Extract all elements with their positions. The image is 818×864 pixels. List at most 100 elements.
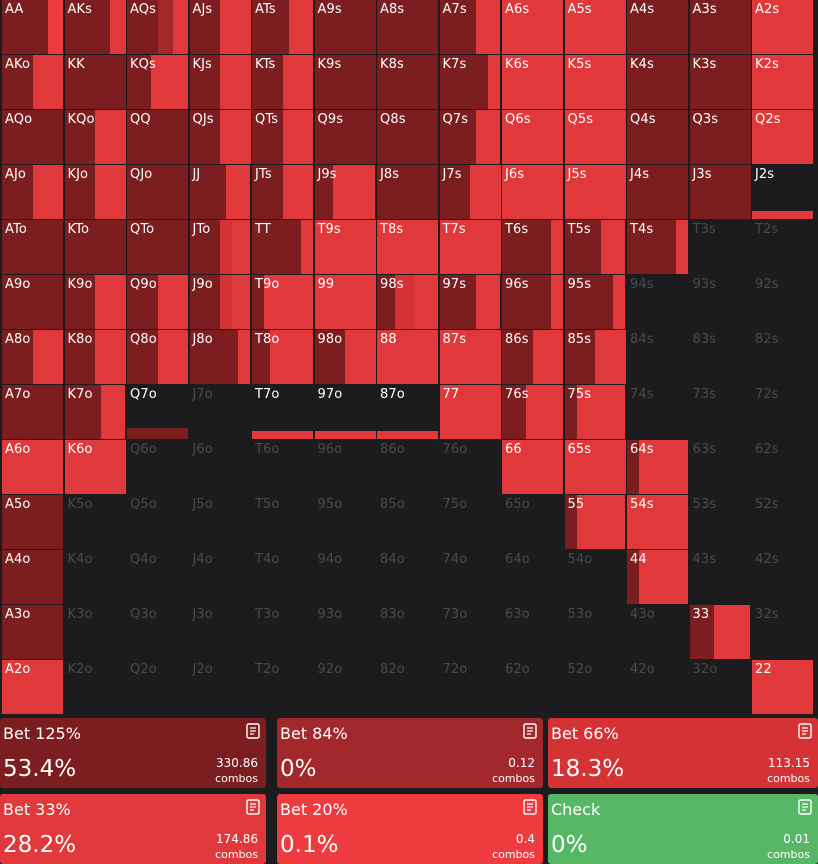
hand-cell-86s[interactable]: 86s (502, 330, 563, 384)
hand-cell-66[interactable]: 66 (502, 440, 563, 494)
hand-cell-T3o[interactable]: T3o (252, 605, 313, 659)
hand-cell-T6o[interactable]: T6o (252, 440, 313, 494)
hand-cell-T6s[interactable]: T6s (502, 220, 563, 274)
hand-cell-TT[interactable]: TT (252, 220, 313, 274)
action-card-bet-20[interactable]: Bet 20% 0.1% 0.4 combos (277, 794, 543, 864)
hand-cell-55[interactable]: 55 (564, 495, 626, 549)
hand-cell-72s[interactable]: 72s (752, 385, 813, 439)
hand-cell-98o[interactable]: 98o (314, 330, 376, 384)
hand-cell-T5s[interactable]: T5s (564, 220, 626, 274)
hand-cell-96o[interactable]: 96o (314, 440, 376, 494)
hand-cell-AJs[interactable]: AJs (189, 0, 251, 54)
hand-cell-T5o[interactable]: T5o (252, 495, 313, 549)
hand-cell-Q9s[interactable]: Q9s (314, 110, 376, 164)
hand-cell-76s[interactable]: 76s (502, 385, 563, 439)
hand-cell-K9s[interactable]: K9s (314, 55, 376, 109)
hand-cell-K3s[interactable]: K3s (689, 55, 751, 109)
hand-cell-43s[interactable]: 43s (689, 550, 751, 604)
hand-cell-42o[interactable]: 42o (627, 660, 688, 714)
hand-cell-93o[interactable]: 93o (314, 605, 376, 659)
hand-cell-KK[interactable]: KK (64, 55, 126, 109)
hand-cell-JTo[interactable]: JTo (189, 220, 251, 274)
hand-cell-K8o[interactable]: K8o (64, 330, 126, 384)
hand-cell-A7s[interactable]: A7s (439, 0, 501, 54)
hand-cell-95o[interactable]: 95o (314, 495, 376, 549)
hand-cell-Q7o[interactable]: Q7o (127, 385, 188, 439)
hand-cell-KTs[interactable]: KTs (252, 55, 313, 109)
hand-cell-A4s[interactable]: A4s (627, 0, 688, 54)
hand-cell-K3o[interactable]: K3o (64, 605, 126, 659)
hand-cell-T2o[interactable]: T2o (252, 660, 313, 714)
hand-cell-96s[interactable]: 96s (502, 275, 563, 329)
hand-cell-Q9o[interactable]: Q9o (127, 275, 188, 329)
hand-cell-A9o[interactable]: A9o (2, 275, 63, 329)
hand-cell-J8s[interactable]: J8s (377, 165, 438, 219)
hand-cell-54s[interactable]: 54s (627, 495, 688, 549)
hand-cell-K6s[interactable]: K6s (502, 55, 563, 109)
hand-cell-AA[interactable]: AA (2, 0, 63, 54)
hand-cell-KJs[interactable]: KJs (189, 55, 251, 109)
hand-cell-Q8s[interactable]: Q8s (377, 110, 438, 164)
hand-cell-97o[interactable]: 97o (314, 385, 376, 439)
hand-cell-62o[interactable]: 62o (502, 660, 563, 714)
hand-cell-43o[interactable]: 43o (627, 605, 688, 659)
hand-cell-93s[interactable]: 93s (689, 275, 751, 329)
hand-cell-K4o[interactable]: K4o (64, 550, 126, 604)
hand-cell-86o[interactable]: 86o (377, 440, 438, 494)
hand-cell-Q4o[interactable]: Q4o (127, 550, 188, 604)
hand-cell-KQs[interactable]: KQs (127, 55, 188, 109)
hand-cell-KJo[interactable]: KJo (64, 165, 126, 219)
hand-cell-A8s[interactable]: A8s (377, 0, 438, 54)
hand-cell-J3s[interactable]: J3s (689, 165, 751, 219)
hand-cell-85s[interactable]: 85s (564, 330, 626, 384)
hand-cell-J8o[interactable]: J8o (189, 330, 251, 384)
hand-cell-65o[interactable]: 65o (502, 495, 563, 549)
hand-cell-QJs[interactable]: QJs (189, 110, 251, 164)
hand-cell-T9o[interactable]: T9o (252, 275, 313, 329)
hand-cell-98s[interactable]: 98s (377, 275, 438, 329)
notes-icon[interactable] (246, 799, 260, 815)
hand-cell-K2s[interactable]: K2s (752, 55, 813, 109)
hand-cell-53o[interactable]: 53o (564, 605, 626, 659)
hand-cell-KTo[interactable]: KTo (64, 220, 126, 274)
hand-cell-A6o[interactable]: A6o (2, 440, 63, 494)
hand-cell-A9s[interactable]: A9s (314, 0, 376, 54)
hand-cell-Q5s[interactable]: Q5s (564, 110, 626, 164)
hand-cell-T3s[interactable]: T3s (689, 220, 751, 274)
hand-cell-82o[interactable]: 82o (377, 660, 438, 714)
hand-cell-87s[interactable]: 87s (439, 330, 501, 384)
hand-cell-A7o[interactable]: A7o (2, 385, 63, 439)
hand-cell-82s[interactable]: 82s (752, 330, 813, 384)
hand-cell-AKs[interactable]: AKs (64, 0, 126, 54)
hand-cell-Q6o[interactable]: Q6o (127, 440, 188, 494)
hand-cell-76o[interactable]: 76o (439, 440, 501, 494)
hand-cell-Q5o[interactable]: Q5o (127, 495, 188, 549)
hand-cell-63o[interactable]: 63o (502, 605, 563, 659)
hand-cell-75o[interactable]: 75o (439, 495, 501, 549)
hand-cell-A3o[interactable]: A3o (2, 605, 63, 659)
action-card-check[interactable]: Check 0% 0.01 combos (548, 794, 818, 864)
hand-cell-T4s[interactable]: T4s (627, 220, 688, 274)
hand-cell-J5s[interactable]: J5s (564, 165, 626, 219)
hand-cell-J9s[interactable]: J9s (314, 165, 376, 219)
hand-cell-KQo[interactable]: KQo (64, 110, 126, 164)
hand-cell-92o[interactable]: 92o (314, 660, 376, 714)
hand-cell-72o[interactable]: 72o (439, 660, 501, 714)
hand-cell-J2s[interactable]: J2s (752, 165, 813, 219)
hand-cell-K5o[interactable]: K5o (64, 495, 126, 549)
action-card-bet-125[interactable]: Bet 125% 53.4% 330.86 combos (0, 718, 266, 788)
hand-cell-73s[interactable]: 73s (689, 385, 751, 439)
hand-cell-J4s[interactable]: J4s (627, 165, 688, 219)
hand-cell-A5o[interactable]: A5o (2, 495, 63, 549)
hand-cell-J6s[interactable]: J6s (502, 165, 563, 219)
hand-cell-K4s[interactable]: K4s (627, 55, 688, 109)
hand-cell-87o[interactable]: 87o (377, 385, 438, 439)
hand-cell-52s[interactable]: 52s (752, 495, 813, 549)
hand-cell-Q7s[interactable]: Q7s (439, 110, 501, 164)
hand-cell-84o[interactable]: 84o (377, 550, 438, 604)
notes-icon[interactable] (523, 799, 537, 815)
hand-cell-77[interactable]: 77 (439, 385, 501, 439)
hand-cell-32s[interactable]: 32s (752, 605, 813, 659)
hand-cell-92s[interactable]: 92s (752, 275, 813, 329)
hand-cell-73o[interactable]: 73o (439, 605, 501, 659)
